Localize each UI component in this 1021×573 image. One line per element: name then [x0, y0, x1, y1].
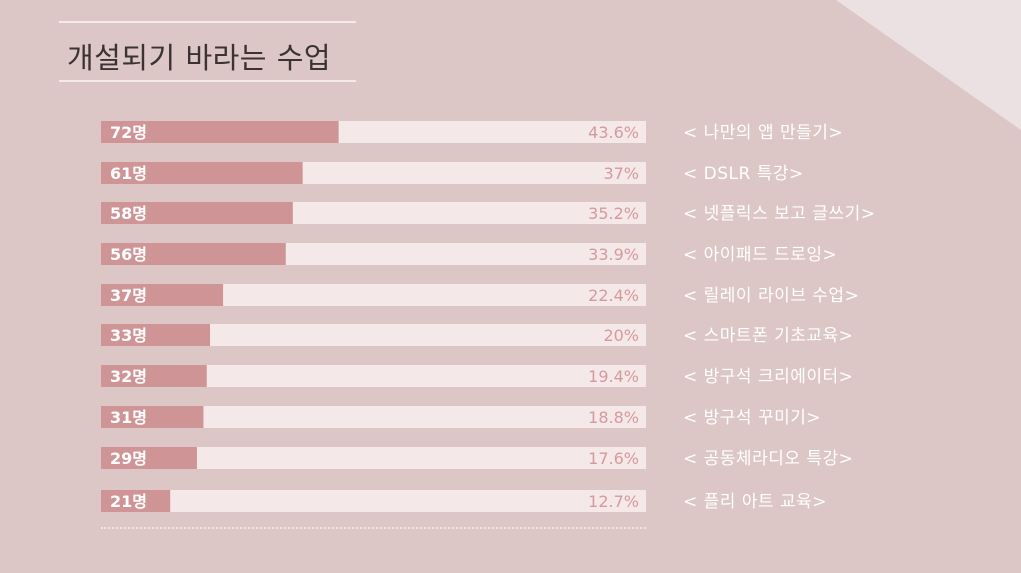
bar-percent-label: 19.4%: [588, 367, 639, 386]
category-label: < DSLR 특강>: [683, 164, 804, 184]
category-label: < 아이패드 드로잉>: [683, 245, 837, 265]
category-label: < 나만의 앱 만들기>: [683, 123, 843, 143]
bar-track: [101, 365, 646, 387]
category-label: < 공동체라디오 특강>: [683, 449, 853, 469]
bar-count-label: 61명: [110, 164, 147, 183]
bar-count-label: 58명: [110, 204, 147, 223]
bar-count-label: 72명: [110, 123, 147, 142]
bar-count-label: 33명: [110, 326, 147, 345]
bar: [101, 121, 339, 143]
bar-count-label: 21명: [110, 492, 147, 511]
category-label: < 넷플릭스 보고 글쓰기>: [683, 204, 875, 224]
bar-percent-label: 22.4%: [588, 286, 639, 305]
bar-percent-label: 37%: [603, 164, 639, 183]
bar: [101, 243, 286, 265]
bar-percent-label: 33.9%: [588, 245, 639, 264]
bar-count-label: 29명: [110, 449, 147, 468]
bar-track: [101, 406, 646, 428]
category-label: < 방구석 크리에이터>: [683, 367, 853, 387]
category-label: < 방구석 꾸미기>: [683, 408, 821, 428]
bar-count-label: 31명: [110, 408, 147, 427]
bar-percent-label: 20%: [603, 326, 639, 345]
bar-track: [101, 324, 646, 346]
category-label: < 플리 아트 교육>: [683, 492, 827, 512]
bar: [101, 365, 207, 387]
bar-count-label: 56명: [110, 245, 147, 264]
category-label: < 릴레이 라이브 수업>: [683, 286, 859, 306]
bar: [101, 490, 171, 512]
bar-percent-label: 12.7%: [588, 492, 639, 511]
bar-track: [101, 490, 646, 512]
category-label: < 스마트폰 기초교육>: [683, 326, 853, 346]
title-top-rule: [59, 21, 356, 23]
bar: [101, 162, 303, 184]
bar-percent-label: 17.6%: [588, 449, 639, 468]
bar-count-label: 32명: [110, 367, 147, 386]
dotted-divider: [101, 527, 646, 529]
corner-decoration: [836, 0, 1021, 130]
bar: [101, 406, 204, 428]
bar-percent-label: 18.8%: [588, 408, 639, 427]
page-title: 개설되기 바라는 수업: [67, 41, 332, 75]
title-bottom-rule: [59, 80, 356, 82]
bar-track: [101, 447, 646, 469]
bar-percent-label: 43.6%: [588, 123, 639, 142]
bar: [101, 447, 197, 469]
bar: [101, 324, 210, 346]
bar: [101, 202, 293, 224]
bar-percent-label: 35.2%: [588, 204, 639, 223]
bar-track: [101, 284, 646, 306]
title-block: 개설되기 바라는 수업: [59, 21, 356, 83]
bar: [101, 284, 224, 306]
bar-count-label: 37명: [110, 286, 147, 305]
